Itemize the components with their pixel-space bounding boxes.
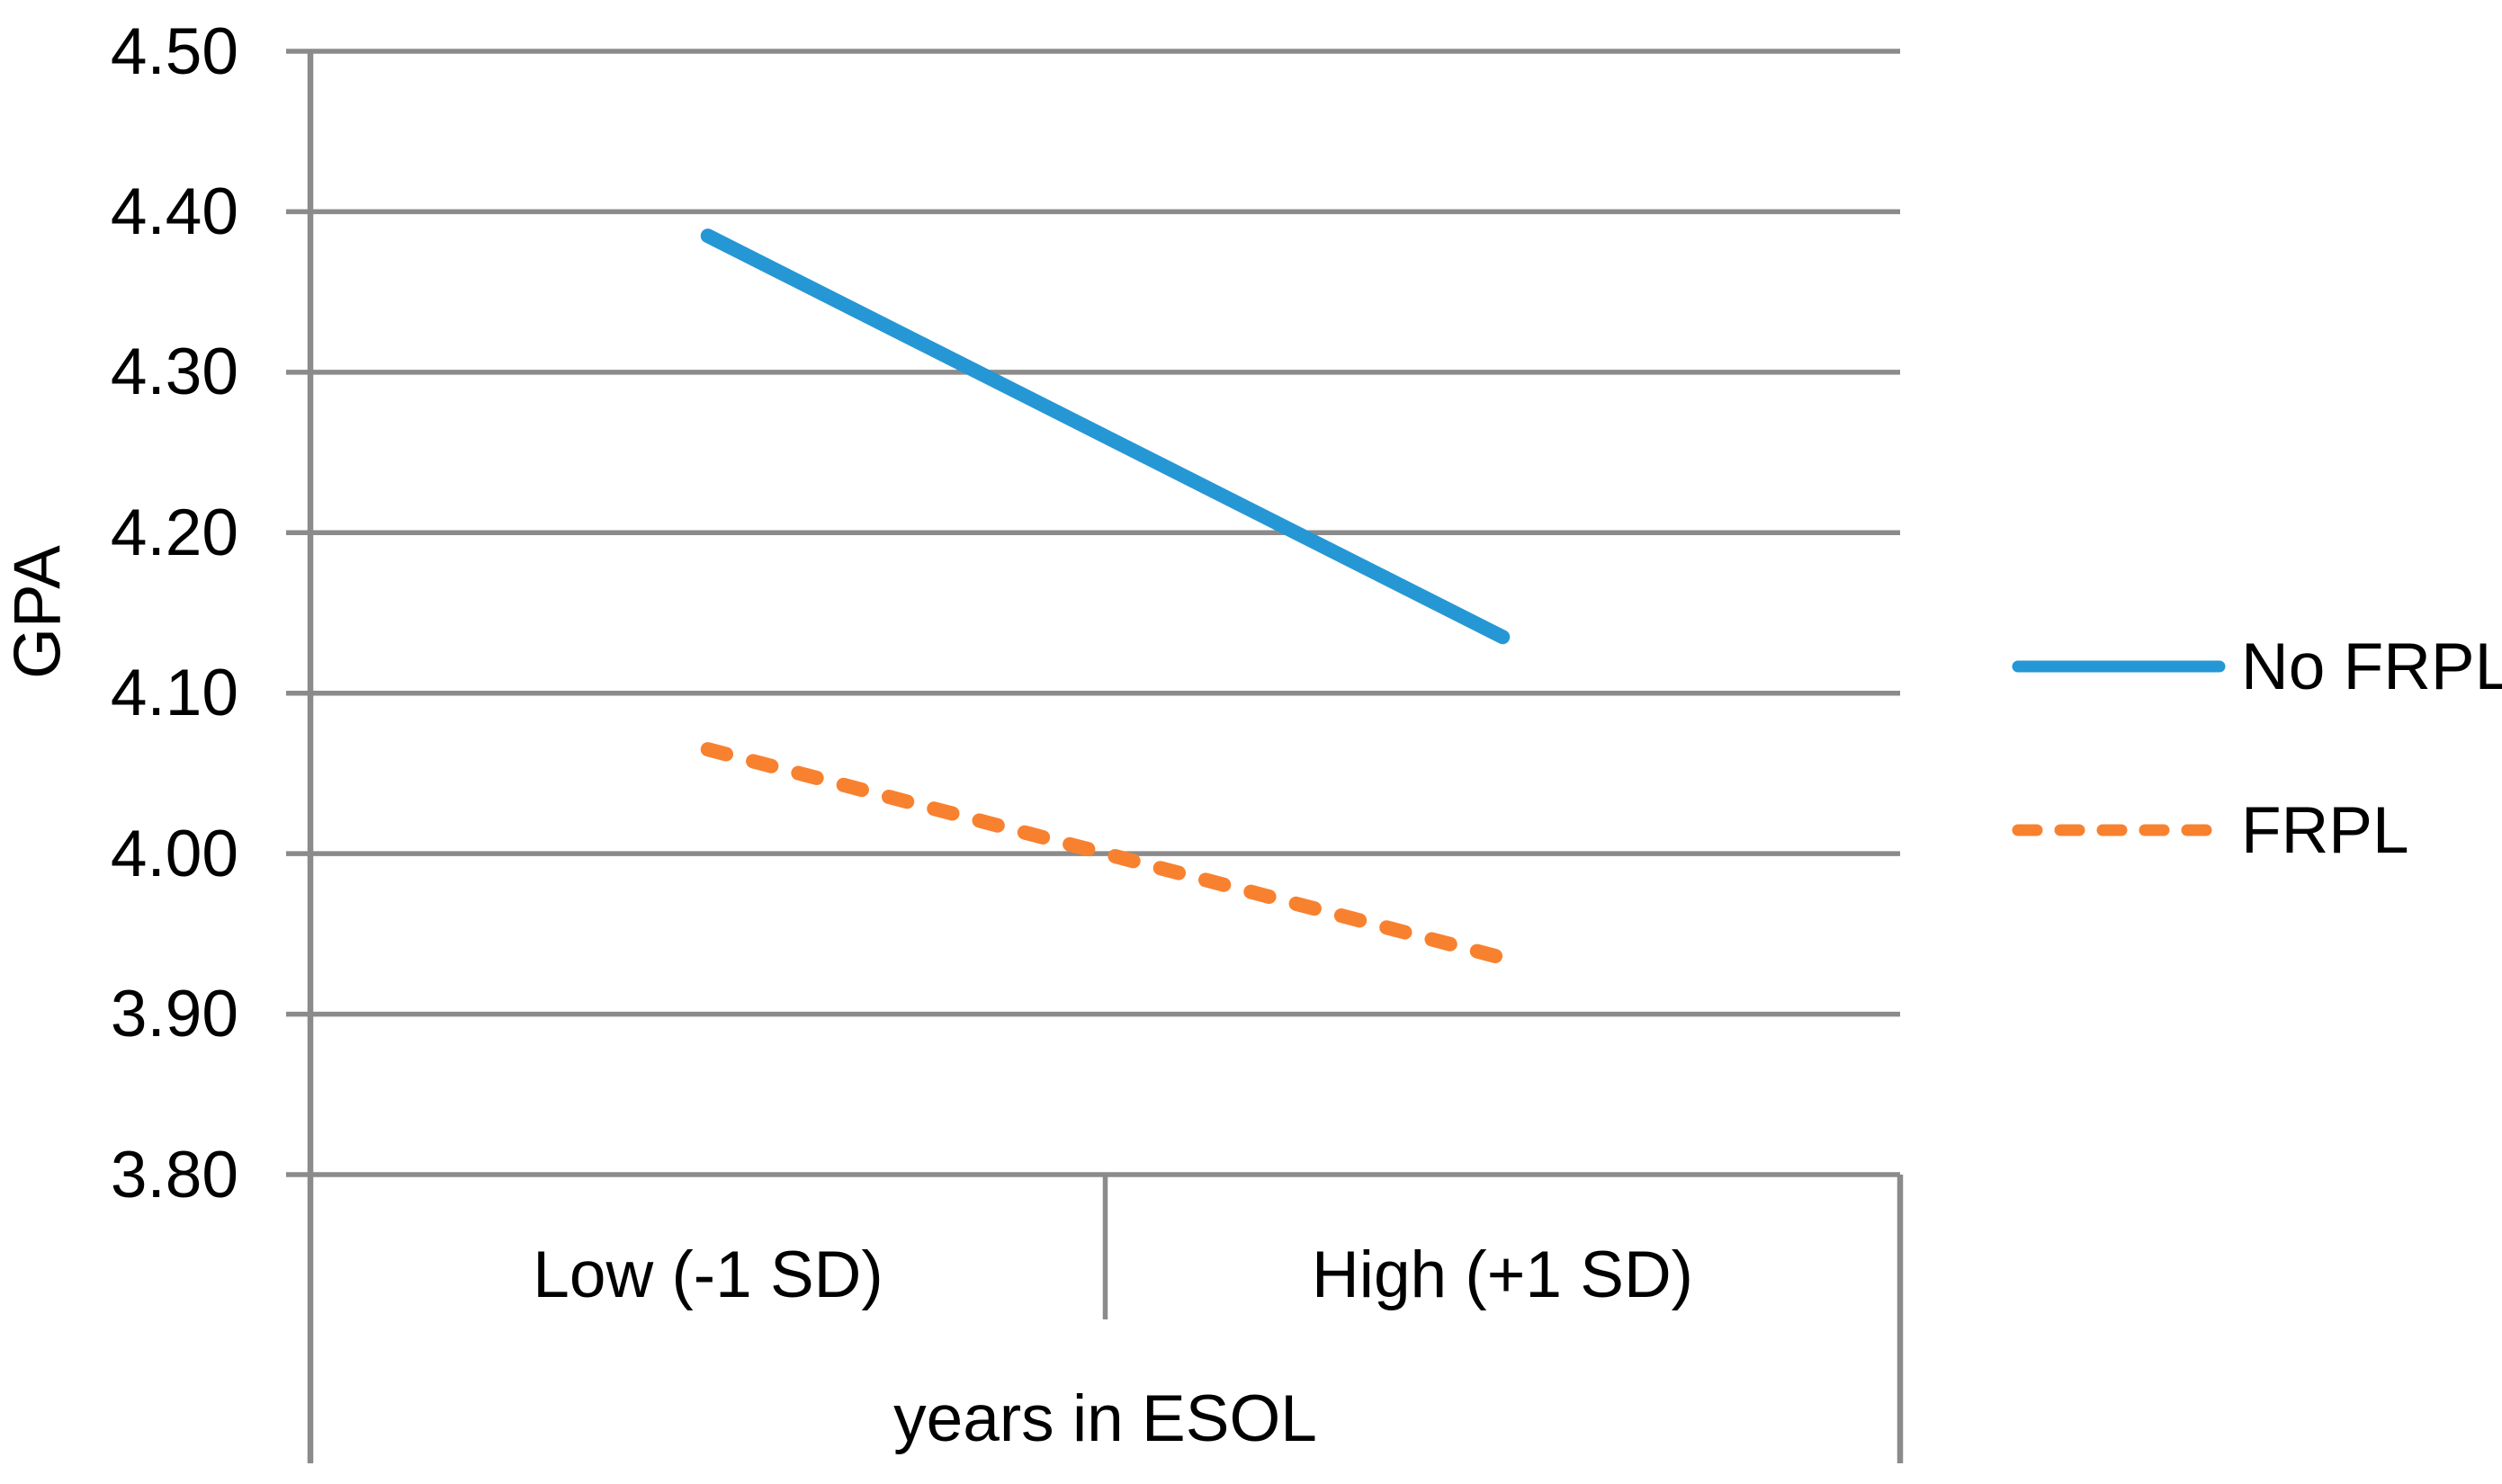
legend-label-no-frpl: No FRPL <box>2241 630 2502 703</box>
series-line-no-frpl <box>700 228 1511 645</box>
y-tick-label: 4.40 <box>110 175 238 248</box>
x-category-label: High (+1 SD) <box>1312 1238 1693 1311</box>
y-tick-label: 3.90 <box>110 978 238 1050</box>
y-tick-label: 4.30 <box>110 335 238 408</box>
y-axis-title: GPA <box>1 545 75 679</box>
legend-label-frpl: FRPL <box>2241 794 2409 867</box>
y-tick-label: 4.20 <box>110 496 238 569</box>
y-tick-label: 4.10 <box>110 657 238 729</box>
y-tick-label: 3.80 <box>110 1139 238 1211</box>
y-tick-label: 4.50 <box>110 15 238 88</box>
x-category-label: Low (-1 SD) <box>533 1238 883 1311</box>
x-axis-title: years in ESOL <box>893 1382 1317 1455</box>
series-line-frpl <box>700 742 1511 966</box>
y-tick-label: 4.00 <box>110 818 238 890</box>
